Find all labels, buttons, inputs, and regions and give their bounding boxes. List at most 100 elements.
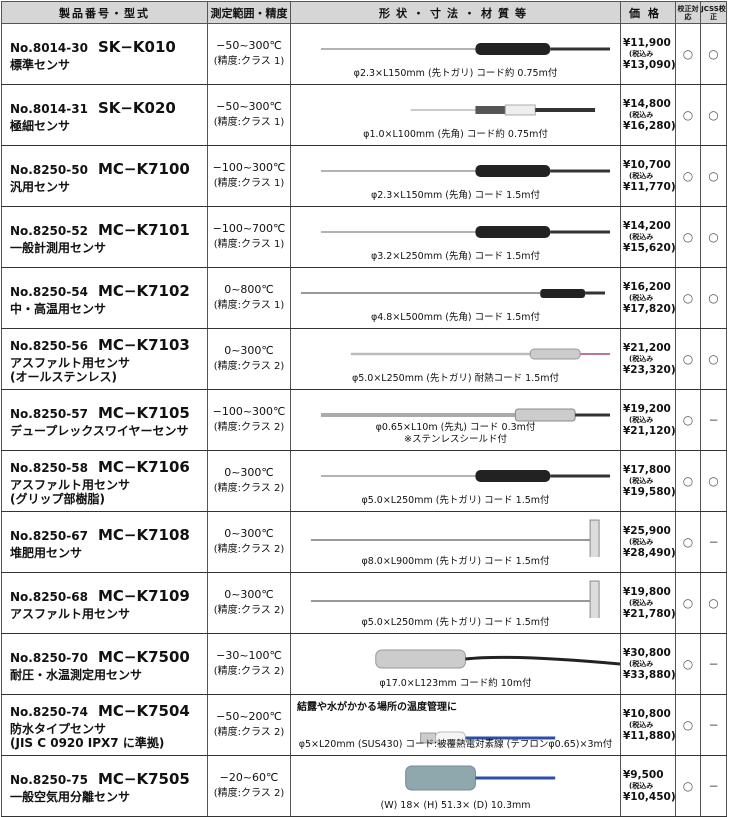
model-cell: No.8250-58 MC−K7106 アスファルト用センサ (グリップ部樹脂) [1,450,208,512]
price-cell: ¥21,200 (税込み ¥23,320) [620,328,676,390]
product-number: No.8250-75 [10,772,88,787]
header-shape: 形状・寸法・材質等 [290,1,621,24]
accuracy: (精度:クラス 1) [213,178,285,189]
product-number: No.8250-67 [10,528,88,543]
calibration-mark: ○ [675,389,701,451]
model-name: MC−K7100 [97,159,190,178]
calibration-mark: ○ [675,145,701,207]
shape-cell: φ8.0×L900mm (先トガリ) コード 1.5m付 [290,511,621,573]
price-with-tax: ¥13,090) [623,58,676,71]
product-number: No.8250-56 [10,338,88,353]
calibration-mark: ○ [675,511,701,573]
range-cell: 0~300℃ (精度:クラス 2) [207,572,291,634]
table-row: No.8250-56 MC−K7103 アスファルト用センサ (オールステンレス) … [1,328,727,390]
measurement-range: 0~300℃ [224,466,274,479]
table-row: No.8250-67 MC−K7108 堆肥用センサ 0~300℃ (精度:クラス 2… [1,511,727,573]
sensor-image [320,226,611,238]
product-name: アスファルト用センサ (オールステンレス) [10,355,131,384]
calibration-mark: ○ [675,694,701,756]
model-name: MC−K7500 [97,647,190,666]
price: ¥9,500 [623,768,664,781]
accuracy: (精度:クラス 1) [213,56,285,67]
range-cell: −50~300℃ (精度:クラス 1) [207,84,291,146]
calibration-mark: ○ [675,450,701,512]
shape-cell: φ5.0×L250mm (先トガリ) コード 1.5m付 [290,572,621,634]
measurement-range: −100~300℃ [212,405,286,418]
accuracy: (精度:クラス 2) [213,483,285,494]
model-cell: No.8250-67 MC−K7108 堆肥用センサ [1,511,208,573]
spec-description: φ3.2×L250mm (先角) コード 1.5m付 [370,251,541,262]
sensor-image [320,408,611,422]
accuracy: (精度:クラス 1) [213,239,285,250]
product-number: No.8250-70 [10,650,88,665]
range-cell: −30~100℃ (精度:クラス 2) [207,633,291,695]
sensor-image [310,519,600,557]
shape-cell: φ5.0×L250mm (先トガリ) コード 1.5m付 [290,450,621,512]
measurement-range: −30~100℃ [216,649,282,662]
shape-cell: 結露や水がかかる場所の温度管理に φ5×L20mm (SUS430) コード:被覆… [290,694,621,756]
product-name: デュープレックスワイヤーセンサ [10,423,189,438]
product-number: No.8250-54 [10,284,88,299]
price-cell: ¥14,800 (税込み ¥16,280) [620,84,676,146]
model-name: MC−K7504 [97,701,190,720]
product-name: 堆肥用センサ [10,545,83,560]
product-name: 防水タイプセンサ (JIS C 0920 IPX7 に準拠) [10,721,165,750]
product-name: 汎用センサ [10,179,71,194]
model-name: MC−K7106 [97,457,190,476]
jcss-mark: − [700,389,727,451]
shape-cell: (W) 18× (H) 51.3× (D) 10.3mm [290,755,621,817]
price-cell: ¥25,900 (税込み ¥28,490) [620,511,676,573]
price-with-tax: ¥21,780) [623,607,676,620]
jcss-mark: − [700,511,727,573]
price: ¥16,200 [623,280,671,293]
shape-cell: φ0.65×L10m (先丸) コード 0.3m付 ※ステンレスシールド付 [290,389,621,451]
model-name: MC−K7105 [97,403,190,422]
sensor-image [375,649,620,669]
shape-cell: φ2.3×L150mm (先角) コード 1.5m付 [290,145,621,207]
shape-cell: φ1.0×L100mm (先角) コード約 0.75m付 [290,84,621,146]
product-number: No.8250-74 [10,704,88,719]
model-cell: No.8250-57 MC−K7105 デュープレックスワイヤーセンサ [1,389,208,451]
product-number: No.8250-52 [10,223,88,238]
range-cell: −100~700℃ (精度:クラス 1) [207,206,291,268]
model-cell: No.8250-68 MC−K7109 アスファルト用センサ [1,572,208,634]
price: ¥10,800 [623,707,671,720]
range-cell: −100~300℃ (精度:クラス 2) [207,389,291,451]
product-name: アスファルト用センサ (グリップ部樹脂) [10,477,131,506]
measurement-range: 0~300℃ [224,588,274,601]
spec-description: φ5.0×L250mm (先トガリ) 耐熱コード 1.5m付 [351,373,560,384]
product-name: アスファルト用センサ [10,606,131,621]
table-row: No.8250-58 MC−K7106 アスファルト用センサ (グリップ部樹脂) 0… [1,450,727,512]
product-number: No.8250-50 [10,162,88,177]
product-name: 一般空気用分離センサ [10,789,131,804]
accuracy: (精度:クラス 2) [213,788,285,799]
header-range: 測定範囲・精度 [207,1,291,24]
accuracy: (精度:クラス 1) [213,300,285,311]
product-name: 一般計測用センサ [10,240,107,255]
spec-description: φ2.3×L150mm (先角) コード 1.5m付 [370,190,541,201]
model-name: MC−K7101 [97,220,190,239]
model-cell: No.8014-30 SK−K010 標準センサ [1,23,208,85]
sensor-image [300,289,606,298]
shape-cell: φ4.8×L500mm (先角) コード 1.5m付 [290,267,621,329]
model-cell: No.8014-31 SK−K020 極細センサ [1,84,208,146]
sensor-image [410,104,596,116]
price-cell: ¥9,500 (税込み ¥10,450) [620,755,676,817]
accuracy: (精度:クラス 2) [213,666,285,677]
tax-label: (税込み [629,781,654,790]
spec-description: φ4.8×L500mm (先角) コード 1.5m付 [370,312,541,323]
model-cell: No.8250-75 MC−K7505 一般空気用分離センサ [1,755,208,817]
price-with-tax: ¥16,280) [623,119,676,132]
range-cell: 0~300℃ (精度:クラス 2) [207,450,291,512]
sensor-image [320,165,611,177]
price-with-tax: ¥11,770) [623,180,676,193]
header-model: 製品番号・型式 [1,1,208,24]
measurement-range: −100~300℃ [212,161,286,174]
price-with-tax: ¥11,880) [623,729,676,742]
price-cell: ¥14,200 (税込み ¥15,620) [620,206,676,268]
spec-description: φ2.3×L150mm (先トガリ) コード約 0.75m付 [353,68,558,79]
measurement-range: 0~300℃ [224,527,274,540]
model-name: MC−K7505 [97,769,190,788]
calibration-mark: ○ [675,633,701,695]
